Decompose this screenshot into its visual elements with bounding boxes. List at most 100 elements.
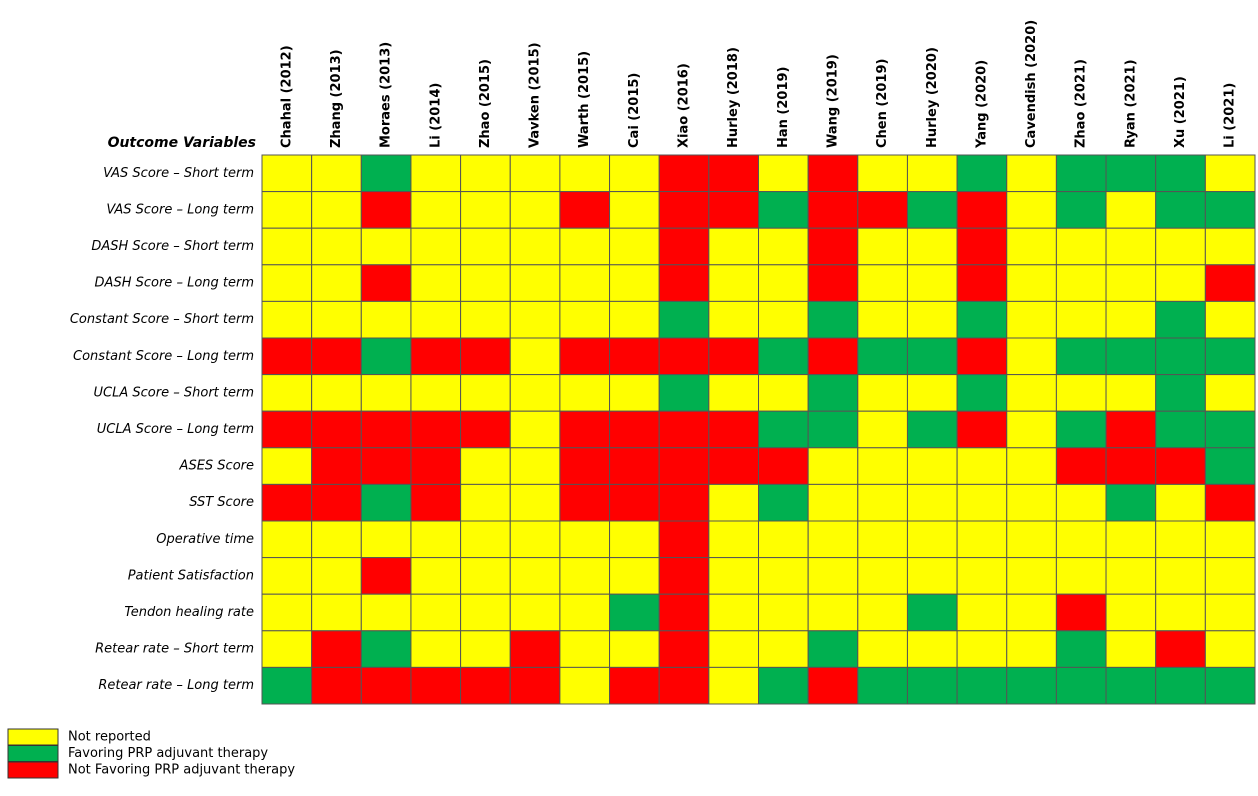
cell (807, 264, 859, 302)
row-label: Retear rate – Short term (95, 642, 254, 657)
cell (1204, 593, 1256, 632)
cell (807, 337, 859, 376)
cell (758, 191, 809, 229)
cell (956, 557, 1008, 595)
cell (559, 630, 611, 668)
row-label: ASES Score (179, 459, 254, 474)
cell (460, 557, 511, 595)
cell (1105, 264, 1157, 302)
cell (261, 264, 313, 302)
cell (708, 520, 759, 559)
cell (360, 374, 412, 412)
cell (360, 483, 412, 522)
cell (758, 154, 809, 193)
cell (1155, 337, 1206, 376)
cell (261, 483, 313, 522)
cell (906, 154, 958, 193)
cell (758, 630, 809, 668)
cell (758, 557, 809, 595)
cell (708, 337, 759, 376)
cell (559, 154, 611, 193)
cell (807, 483, 859, 522)
legend-label: Favoring PRP adjuvant therapy (68, 746, 268, 761)
cell (509, 520, 561, 559)
cell (857, 374, 908, 412)
cell (1204, 520, 1256, 559)
cell (1055, 630, 1107, 668)
cell (1204, 264, 1256, 302)
column-label: Cavendish (2020) (1024, 20, 1039, 148)
cell (956, 300, 1008, 339)
cell (1155, 447, 1206, 485)
cell (609, 191, 660, 229)
cell (1204, 557, 1256, 595)
row-label: UCLA Score – Short term (94, 385, 254, 400)
row-label: Constant Score – Short term (70, 312, 254, 327)
cell (1155, 227, 1206, 266)
cell (509, 300, 561, 339)
cell (410, 410, 462, 449)
cell (1006, 557, 1057, 595)
cell (460, 447, 511, 485)
cell (658, 520, 710, 559)
cell (956, 227, 1008, 266)
cell (956, 630, 1008, 668)
cell (1055, 593, 1107, 632)
cell (1204, 374, 1256, 412)
cell (311, 666, 362, 705)
cell (956, 264, 1008, 302)
column-label: Hurley (2018) (726, 47, 741, 148)
cell (1105, 630, 1157, 668)
legend-swatch (7, 745, 59, 762)
cell (609, 300, 660, 339)
column-label: Han (2019) (776, 67, 791, 149)
cell (956, 154, 1008, 193)
cell (509, 227, 561, 266)
column-label: Vavken (2015) (528, 42, 543, 148)
column-label: Zhao (2015) (478, 59, 493, 148)
cell (906, 337, 958, 376)
cell (807, 666, 859, 705)
cell (609, 227, 660, 266)
cell (658, 410, 710, 449)
cell (758, 666, 809, 705)
cell (906, 557, 958, 595)
cell (1055, 447, 1107, 485)
cell (758, 264, 809, 302)
cell (1204, 191, 1256, 229)
cell (311, 410, 362, 449)
cell (1105, 300, 1157, 339)
cell (906, 227, 958, 266)
cell (311, 337, 362, 376)
cell (559, 191, 611, 229)
row-label: DASH Score – Long term (95, 276, 254, 291)
cell (1105, 337, 1157, 376)
cell (1105, 483, 1157, 522)
cell (311, 227, 362, 266)
cell (360, 337, 412, 376)
column-label: Ryan (2021) (1123, 59, 1138, 148)
cell (1204, 483, 1256, 522)
cell (1006, 264, 1057, 302)
cell (857, 154, 908, 193)
cell (1006, 154, 1057, 193)
cell (956, 410, 1008, 449)
cell (758, 593, 809, 632)
cell (758, 410, 809, 449)
cell (509, 337, 561, 376)
cell (609, 483, 660, 522)
column-label: Warth (2015) (577, 51, 592, 148)
cell (460, 227, 511, 266)
cell (708, 630, 759, 668)
cell (708, 300, 759, 339)
cell (807, 447, 859, 485)
cell (559, 666, 611, 705)
cell (708, 191, 759, 229)
cell (758, 447, 809, 485)
cell (559, 374, 611, 412)
cell (956, 337, 1008, 376)
cell (1155, 410, 1206, 449)
cell (956, 191, 1008, 229)
cell (410, 264, 462, 302)
cell (410, 191, 462, 229)
